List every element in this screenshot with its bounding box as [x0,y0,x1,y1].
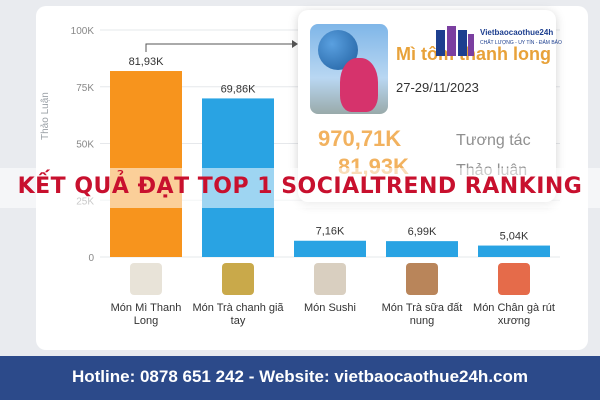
x-tick-label: Món Trà chanh giã tay [192,302,284,327]
logo-tagline: CHẤT LƯỢNG - UY TÍN - ĐẢM BẢO [480,40,562,46]
x-tick-label: Món Mì Thanh Long [110,302,182,327]
bar-value-label: 81,93K [129,56,165,68]
bar-value-label: 6,99K [408,226,437,238]
category-thumbnail [498,263,530,295]
bar[interactable] [386,241,458,257]
y-tick-label: 0 [88,253,94,264]
banner-band [0,168,600,208]
bar-value-label: 7,16K [316,226,345,238]
category-thumbnail [406,263,438,295]
y-tick-label: 50K [76,140,94,151]
popup-date: 27-29/11/2023 [396,80,479,95]
bar-value-label: 5,04K [500,231,529,243]
x-tick-label: Món Chân gà rút xương [473,302,555,327]
popup-interaction-value: 970,71K [318,126,402,151]
banner-title: KẾT QUẢ ĐẠT TOP 1 SOCIALTREND RANKING [17,174,583,199]
bar[interactable] [110,71,182,258]
x-tick-label: Món Trà sữa đất nung [381,302,463,327]
footer-bar [0,356,600,400]
books-icon [436,26,474,56]
popup-interaction-label: Tương tác [456,132,531,149]
bar-value-label: 69,86K [221,83,257,95]
brand-logo: Vietbaocaothue24h CHẤT LƯỢNG - UY TÍN - … [434,22,584,62]
callout-connector [145,43,292,52]
product-photo [310,24,388,114]
logo-name: Vietbaocaothue24h [480,28,554,37]
y-axis-label: Thảo Luận [40,92,51,140]
callout-arrowhead [292,40,298,48]
y-tick-label: 100K [71,26,95,37]
category-thumbnail [130,263,162,295]
y-tick-label: 75K [76,83,94,94]
category-thumbnail [222,263,254,295]
bar[interactable] [478,245,550,257]
bar[interactable] [294,240,366,257]
mascot-shape [340,58,378,112]
footer-contact: Hotline: 0878 651 242 - Website: vietbao… [71,367,528,386]
x-tick-label: Món Sushi [304,302,356,314]
category-thumbnail [314,263,346,295]
